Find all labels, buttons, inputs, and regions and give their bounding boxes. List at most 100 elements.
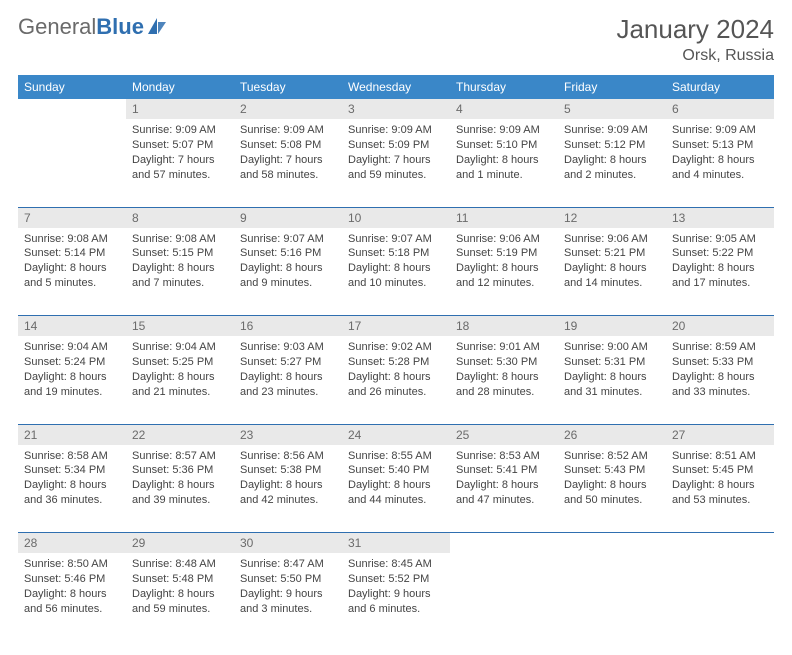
d1-line: Daylight: 8 hours [348,370,444,385]
d2-line: and 42 minutes. [240,493,336,508]
sunset-line: Sunset: 5:14 PM [24,246,120,261]
sunset-line: Sunset: 5:50 PM [240,572,336,587]
day-cell: Sunrise: 9:04 AMSunset: 5:24 PMDaylight:… [18,336,126,424]
d1-line: Daylight: 8 hours [24,370,120,385]
day-cell: Sunrise: 9:09 AMSunset: 5:13 PMDaylight:… [666,119,774,207]
sunrise-line: Sunrise: 9:03 AM [240,340,336,355]
day-number-cell [450,533,558,554]
sunset-line: Sunset: 5:24 PM [24,355,120,370]
d2-line: and 12 minutes. [456,276,552,291]
sunset-line: Sunset: 5:19 PM [456,246,552,261]
day-number-cell: 22 [126,424,234,445]
logo-text-general: General [18,14,96,40]
sunset-line: Sunset: 5:46 PM [24,572,120,587]
d2-line: and 33 minutes. [672,385,768,400]
d2-line: and 26 minutes. [348,385,444,400]
d1-line: Daylight: 8 hours [456,153,552,168]
sunset-line: Sunset: 5:45 PM [672,463,768,478]
d2-line: and 19 minutes. [24,385,120,400]
day-number-cell [558,533,666,554]
day-number-cell: 14 [18,316,126,337]
day-number-cell: 23 [234,424,342,445]
day-cell: Sunrise: 8:45 AMSunset: 5:52 PMDaylight:… [342,553,450,641]
calendar-body: 123456Sunrise: 9:09 AMSunset: 5:07 PMDay… [18,99,774,641]
day-cell: Sunrise: 9:04 AMSunset: 5:25 PMDaylight:… [126,336,234,424]
sunrise-line: Sunrise: 9:01 AM [456,340,552,355]
d2-line: and 58 minutes. [240,168,336,183]
sunrise-line: Sunrise: 8:47 AM [240,557,336,572]
sunrise-line: Sunrise: 9:09 AM [132,123,228,138]
day-number-cell: 7 [18,207,126,228]
day-number-cell: 10 [342,207,450,228]
day-cell: Sunrise: 9:07 AMSunset: 5:18 PMDaylight:… [342,228,450,316]
day-cell: Sunrise: 9:09 AMSunset: 5:10 PMDaylight:… [450,119,558,207]
day-number-cell: 9 [234,207,342,228]
d2-line: and 56 minutes. [24,602,120,617]
sunrise-line: Sunrise: 9:05 AM [672,232,768,247]
calendar-page: General Blue January 2024 Orsk, Russia S… [0,0,792,655]
calendar-table: SundayMondayTuesdayWednesdayThursdayFrid… [18,75,774,641]
sunset-line: Sunset: 5:10 PM [456,138,552,153]
d1-line: Daylight: 8 hours [132,587,228,602]
d1-line: Daylight: 8 hours [672,370,768,385]
d1-line: Daylight: 8 hours [564,261,660,276]
day-number-cell: 17 [342,316,450,337]
sunset-line: Sunset: 5:48 PM [132,572,228,587]
d2-line: and 2 minutes. [564,168,660,183]
week-row: Sunrise: 9:09 AMSunset: 5:07 PMDaylight:… [18,119,774,207]
sunset-line: Sunset: 5:33 PM [672,355,768,370]
sunset-line: Sunset: 5:28 PM [348,355,444,370]
d1-line: Daylight: 9 hours [348,587,444,602]
logo-text-blue: Blue [96,14,144,40]
d1-line: Daylight: 8 hours [24,261,120,276]
d1-line: Daylight: 8 hours [132,478,228,493]
day-number-cell: 26 [558,424,666,445]
logo-sail-icon [146,16,168,39]
sunrise-line: Sunrise: 9:04 AM [24,340,120,355]
sunrise-line: Sunrise: 9:09 AM [564,123,660,138]
d2-line: and 59 minutes. [132,602,228,617]
sunset-line: Sunset: 5:07 PM [132,138,228,153]
week-row: Sunrise: 9:04 AMSunset: 5:24 PMDaylight:… [18,336,774,424]
sunrise-line: Sunrise: 9:09 AM [348,123,444,138]
day-number-cell: 30 [234,533,342,554]
sunrise-line: Sunrise: 9:07 AM [348,232,444,247]
day-cell: Sunrise: 9:03 AMSunset: 5:27 PMDaylight:… [234,336,342,424]
sunrise-line: Sunrise: 9:00 AM [564,340,660,355]
d2-line: and 28 minutes. [456,385,552,400]
d2-line: and 14 minutes. [564,276,660,291]
sunset-line: Sunset: 5:34 PM [24,463,120,478]
sunrise-line: Sunrise: 8:48 AM [132,557,228,572]
d1-line: Daylight: 8 hours [564,153,660,168]
sunrise-line: Sunrise: 9:08 AM [24,232,120,247]
day-cell: Sunrise: 8:57 AMSunset: 5:36 PMDaylight:… [126,445,234,533]
d1-line: Daylight: 8 hours [456,478,552,493]
weekday-header: Thursday [450,75,558,99]
d1-line: Daylight: 8 hours [564,478,660,493]
day-cell: Sunrise: 9:05 AMSunset: 5:22 PMDaylight:… [666,228,774,316]
day-number-row: 123456 [18,99,774,119]
day-number-cell: 15 [126,316,234,337]
d2-line: and 39 minutes. [132,493,228,508]
day-cell: Sunrise: 9:09 AMSunset: 5:12 PMDaylight:… [558,119,666,207]
sunset-line: Sunset: 5:41 PM [456,463,552,478]
d1-line: Daylight: 7 hours [132,153,228,168]
d2-line: and 44 minutes. [348,493,444,508]
sunset-line: Sunset: 5:43 PM [564,463,660,478]
d2-line: and 36 minutes. [24,493,120,508]
day-cell: Sunrise: 8:47 AMSunset: 5:50 PMDaylight:… [234,553,342,641]
sunset-line: Sunset: 5:08 PM [240,138,336,153]
day-number-cell: 27 [666,424,774,445]
d1-line: Daylight: 8 hours [240,261,336,276]
day-cell: Sunrise: 9:06 AMSunset: 5:21 PMDaylight:… [558,228,666,316]
sunrise-line: Sunrise: 8:51 AM [672,449,768,464]
day-cell: Sunrise: 8:58 AMSunset: 5:34 PMDaylight:… [18,445,126,533]
weekday-header: Wednesday [342,75,450,99]
d1-line: Daylight: 8 hours [132,370,228,385]
title-block: January 2024 Orsk, Russia [616,14,774,65]
day-cell: Sunrise: 8:48 AMSunset: 5:48 PMDaylight:… [126,553,234,641]
sunrise-line: Sunrise: 9:08 AM [132,232,228,247]
sunset-line: Sunset: 5:12 PM [564,138,660,153]
day-cell: Sunrise: 9:09 AMSunset: 5:07 PMDaylight:… [126,119,234,207]
day-number-cell [666,533,774,554]
